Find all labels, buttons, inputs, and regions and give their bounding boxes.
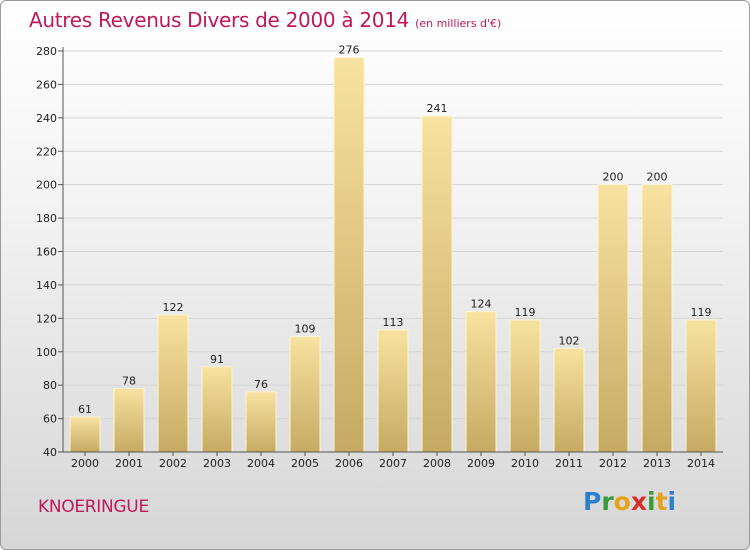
x-tick-label-2001: 2001 bbox=[115, 457, 143, 470]
y-tick-label-220: 220 bbox=[36, 145, 57, 158]
bar-2014 bbox=[685, 319, 717, 453]
x-tick-label-2008: 2008 bbox=[423, 457, 451, 470]
y-tick-label-60: 60 bbox=[43, 413, 57, 426]
y-tick-label-200: 200 bbox=[36, 179, 57, 192]
bar-2010 bbox=[509, 319, 541, 453]
axes bbox=[58, 47, 723, 456]
bar-2006 bbox=[333, 57, 365, 453]
bar-2007 bbox=[377, 329, 409, 453]
value-label-2002: 122 bbox=[163, 301, 184, 314]
bar-2001 bbox=[113, 388, 145, 453]
value-label-2010: 119 bbox=[515, 306, 536, 319]
bar-2000 bbox=[69, 416, 101, 453]
x-tick-label-2012: 2012 bbox=[599, 457, 627, 470]
y-tick-label-120: 120 bbox=[36, 312, 57, 325]
value-label-2009: 124 bbox=[471, 298, 492, 311]
value-label-2008: 241 bbox=[427, 102, 448, 115]
y-tick-label-40: 40 bbox=[43, 446, 57, 459]
x-tick-label-2002: 2002 bbox=[159, 457, 187, 470]
proxiti-logo: Proxiti bbox=[583, 487, 677, 516]
value-label-2004: 76 bbox=[254, 378, 268, 391]
value-label-2013: 200 bbox=[647, 171, 668, 184]
bar-2004 bbox=[245, 391, 277, 453]
value-label-2000: 61 bbox=[78, 403, 92, 416]
bar-2003 bbox=[201, 366, 233, 453]
value-label-2006: 276 bbox=[339, 44, 360, 57]
bars bbox=[69, 57, 717, 453]
x-tick-label-2005: 2005 bbox=[291, 457, 319, 470]
chart-subtitle: (en milliers d'€) bbox=[415, 17, 502, 30]
value-label-2007: 113 bbox=[383, 316, 404, 329]
value-label-2005: 109 bbox=[295, 323, 316, 336]
bar-2009 bbox=[465, 311, 497, 453]
value-label-2001: 78 bbox=[122, 375, 136, 388]
x-tick-label-2013: 2013 bbox=[643, 457, 671, 470]
y-tick-label-80: 80 bbox=[43, 379, 57, 392]
bar-2002 bbox=[157, 314, 189, 453]
bar-2011 bbox=[553, 347, 585, 453]
chart-title-text: Autres Revenus Divers de 2000 à 2014 bbox=[29, 8, 410, 32]
bar-2012 bbox=[597, 184, 629, 453]
y-tick-label-160: 160 bbox=[36, 246, 57, 259]
bar-2008 bbox=[421, 115, 453, 453]
value-label-2014: 119 bbox=[691, 306, 712, 319]
y-tick-label-140: 140 bbox=[36, 279, 57, 292]
y-tick-label-180: 180 bbox=[36, 212, 57, 225]
x-tick-label-2007: 2007 bbox=[379, 457, 407, 470]
bar-2005 bbox=[289, 336, 321, 453]
y-tick-label-100: 100 bbox=[36, 346, 57, 359]
x-tick-label-2000: 2000 bbox=[71, 457, 99, 470]
x-tick-label-2011: 2011 bbox=[555, 457, 583, 470]
bar-2013 bbox=[641, 184, 673, 453]
y-tick-label-280: 280 bbox=[36, 45, 57, 58]
commune-name: KNOERINGUE bbox=[38, 497, 149, 517]
x-tick-label-2004: 2004 bbox=[247, 457, 275, 470]
y-tick-label-260: 260 bbox=[36, 78, 57, 91]
chart-title: Autres Revenus Divers de 2000 à 2014 (en … bbox=[29, 8, 501, 32]
y-tick-label-240: 240 bbox=[36, 112, 57, 125]
x-tick-label-2006: 2006 bbox=[335, 457, 363, 470]
x-tick-label-2014: 2014 bbox=[687, 457, 715, 470]
value-label-2012: 200 bbox=[603, 171, 624, 184]
value-label-2011: 102 bbox=[559, 334, 580, 347]
x-tick-label-2009: 2009 bbox=[467, 457, 495, 470]
value-label-2003: 91 bbox=[210, 353, 224, 366]
x-tick-label-2003: 2003 bbox=[203, 457, 231, 470]
labels: 40 60 80 100 120 140 160 180 200 220 240 260 280 2000… bbox=[36, 44, 715, 470]
x-tick-label-2010: 2010 bbox=[511, 457, 539, 470]
